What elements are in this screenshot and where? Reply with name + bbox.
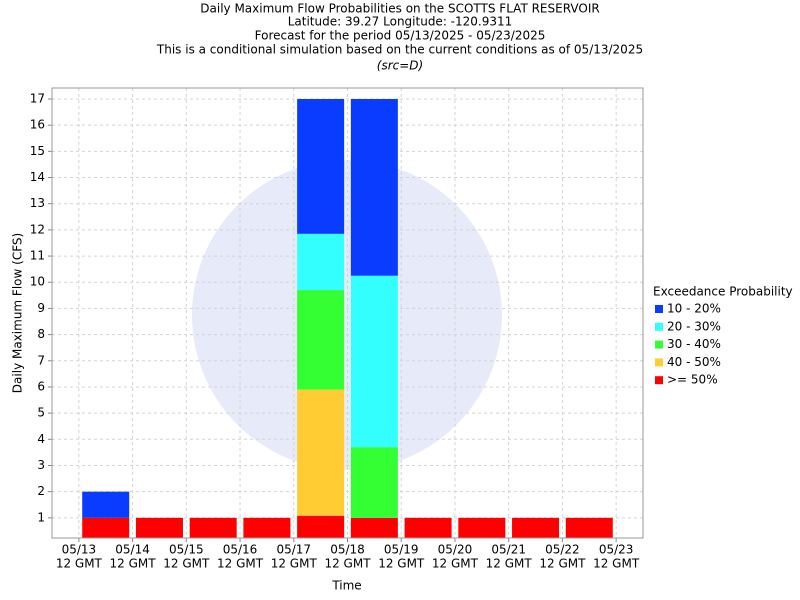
y-tick-label: 8 [37,327,45,341]
x-tick-label: 12 GMT [217,557,264,571]
legend-label: 10 - 20% [667,302,721,316]
legend-title: Exceedance Probability [653,285,793,299]
subtitle: (src=D) [377,59,423,73]
y-tick-label: 14 [30,170,45,184]
x-tick-label: 05/23 [599,543,634,557]
legend-swatch [655,322,663,331]
legend-label: 40 - 50% [667,355,721,369]
x-tick-label: 05/18 [330,543,365,557]
bar-segment [350,98,398,276]
x-tick-label: 05/22 [545,543,580,557]
x-tick-label: 12 GMT [432,557,479,571]
x-tick-label: 05/17 [276,543,311,557]
legend-label: 20 - 30% [667,319,721,333]
legend-swatch [655,305,663,313]
bar-segment [297,233,345,291]
y-tick-label: 5 [37,406,45,420]
title-line: Daily Maximum Flow Probabilities on the … [200,2,599,16]
x-tick-label: 12 GMT [378,557,425,571]
bar-segment [297,389,345,516]
bar-segment [297,290,345,390]
x-tick-label: 05/14 [115,543,150,557]
y-tick-label: 16 [30,118,45,132]
y-tick-label: 3 [37,458,45,472]
legend-swatch [655,358,663,367]
bar-segment [350,275,398,448]
y-tick-label: 1 [37,510,45,524]
y-tick-label: 11 [30,249,45,263]
x-tick-label: 12 GMT [56,557,103,571]
x-tick-label: 12 GMT [593,557,640,571]
bar-segment [350,447,398,518]
y-tick-label: 15 [30,144,45,158]
y-tick-label: 9 [37,301,45,315]
legend-swatch [655,340,663,349]
title-line: Latitude: 39.27 Longitude: -120.9311 [288,15,513,29]
bar-segment [458,517,506,538]
y-tick-label: 2 [37,484,45,498]
x-tick-label: 12 GMT [486,557,533,571]
bar-segment [350,517,398,538]
legend-swatch [655,376,663,385]
x-tick-label: 05/20 [438,543,473,557]
y-tick-label: 13 [30,196,45,210]
x-tick-label: 05/16 [223,543,258,557]
x-tick-label: 05/21 [491,543,526,557]
bar-segment [512,517,560,538]
x-tick-label: 05/15 [169,543,204,557]
bar-segment [565,517,613,538]
y-tick-label: 4 [37,432,45,446]
watermark [192,160,502,470]
title-line: This is a conditional simulation based o… [156,43,643,57]
x-tick-label: 12 GMT [324,557,371,571]
bar-segment [189,517,237,538]
bar-segment [82,491,130,518]
bar-segment [297,98,345,234]
y-axis-label: Daily Maximum Flow (CFS) [11,233,25,393]
y-tick-label: 12 [30,222,45,236]
x-axis-label: Time [331,579,361,593]
bar-segment [135,517,183,538]
title-line: Forecast for the period 05/13/2025 - 05/… [255,29,546,43]
bar-segment [82,517,130,538]
legend-label: >= 50% [667,373,718,387]
x-tick-label: 12 GMT [163,557,210,571]
bar-segment [404,517,452,538]
y-tick-label: 7 [37,353,45,367]
x-tick-label: 12 GMT [271,557,318,571]
plot-border [51,87,644,539]
x-tick-label: 12 GMT [539,557,586,571]
x-tick-label: 12 GMT [110,557,157,571]
y-tick-label: 10 [30,275,45,289]
legend-label: 30 - 40% [667,337,721,351]
x-tick-label: 05/13 [62,543,97,557]
y-tick-label: 17 [30,91,45,105]
x-tick-label: 05/19 [384,543,419,557]
y-tick-label: 6 [37,379,45,393]
bar-segment [243,517,291,538]
bar-segment [297,515,345,538]
